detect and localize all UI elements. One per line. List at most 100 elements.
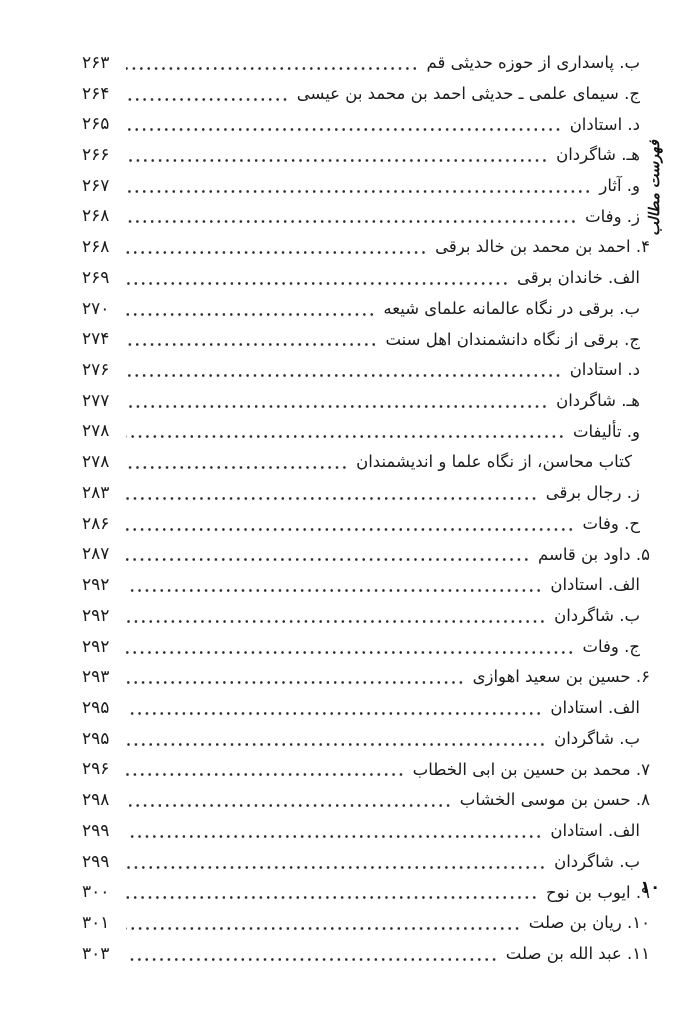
- toc-entry-title: ۱۰. ریان بن صلت: [528, 913, 650, 933]
- toc-entry: ج. وفات ۲۹۲: [82, 632, 650, 663]
- toc-entry-title: و. آثار: [599, 175, 640, 195]
- toc-entry-page-number: ۲۹۲: [82, 605, 110, 626]
- dotted-leader: [126, 619, 547, 623]
- toc-entry: کتاب محاسن، از نگاه علما و اندیشمندان ۲۷…: [82, 447, 650, 478]
- toc-entry-title: د. استادان: [569, 360, 640, 380]
- dotted-leader: [126, 404, 549, 408]
- toc-entry-page-number: ۲۶۸: [82, 237, 110, 258]
- toc-entry-title: ب. شاگردان: [554, 728, 640, 748]
- dotted-leader: [126, 97, 289, 101]
- toc-entry-title: ج. برقی از نگاه دانشمندان اهل سنت: [385, 329, 640, 349]
- dotted-leader: [126, 343, 378, 347]
- toc-entry: ۵. داود بن قاسم ۲۸۷: [82, 540, 650, 571]
- toc-entry-page-number: ۲۶۶: [82, 145, 110, 166]
- dotted-leader: [126, 681, 465, 685]
- toc-entry-page-number: ۲۶۴: [82, 83, 110, 104]
- toc-entry: ب. شاگردان ۲۹۹: [82, 847, 650, 878]
- dotted-leader: [126, 466, 349, 470]
- toc-entry-page-number: ۲۹۲: [82, 575, 110, 596]
- toc-entry-title: ز. وفات: [585, 206, 640, 226]
- dotted-leader: [126, 896, 538, 900]
- toc-entry-page-number: ۲۹۵: [82, 728, 110, 749]
- toc-entry-title: و. تألیفات: [573, 421, 640, 441]
- dotted-leader: [126, 312, 376, 316]
- toc-entry: الف. استادان ۲۹۵: [82, 693, 650, 724]
- toc-entry: ۴. احمد بن محمد بن خالد برقی ۲۶۸: [82, 232, 650, 263]
- dotted-leader: [126, 281, 510, 285]
- toc-entry-page-number: ۲۷۴: [82, 329, 110, 350]
- toc-entry-title: ز. رجال برقی: [545, 483, 640, 503]
- toc-entry-title: ۸. حسن بن موسی الخشاب: [459, 790, 650, 810]
- dotted-leader: [126, 834, 543, 838]
- dotted-leader: [126, 558, 531, 562]
- toc-entry-page-number: ۲۷۶: [82, 360, 110, 381]
- toc-entry: ۱۱. عبد الله بن صلت ۳۰۳: [82, 939, 650, 970]
- toc-entry: ب. برقی در نگاه عالمانه علمای شیعه ۲۷۰: [82, 294, 650, 325]
- toc-entry-page-number: ۳۰۰: [82, 882, 110, 903]
- toc-entry-title: الف. استادان: [550, 575, 640, 595]
- dotted-leader: [126, 711, 543, 715]
- toc-entry-title: ب. شاگردان: [554, 851, 640, 871]
- toc-entry: ج. برقی از نگاه دانشمندان اهل سنت ۲۷۴: [82, 324, 650, 355]
- dotted-leader: [126, 804, 452, 808]
- toc-entry: ۹. ایوب بن نوح ۳۰۰: [82, 877, 650, 908]
- toc-entry: د. استادان ۲۷۶: [82, 355, 650, 386]
- toc-entry-page-number: ۲۶۷: [82, 175, 110, 196]
- toc-entry-page-number: ۲۹۸: [82, 790, 110, 811]
- toc-entry-title: الف. استادان: [550, 698, 640, 718]
- toc-entry-title: ح. وفات: [582, 513, 640, 533]
- toc-entry: د. استادان ۲۶۵: [82, 109, 650, 140]
- toc-entry: ح. وفات ۲۸۶: [82, 509, 650, 540]
- toc-entry: الف. استادان ۲۹۹: [82, 816, 650, 847]
- dotted-leader: [126, 374, 562, 378]
- toc-entry: و. آثار ۲۶۷: [82, 171, 650, 202]
- dotted-leader: [126, 66, 419, 70]
- toc-entry-page-number: ۲۹۳: [82, 667, 110, 688]
- toc-entry-title: هـ. شاگردان: [556, 145, 640, 165]
- toc-entry: ۱۰. ریان بن صلت ۳۰۱: [82, 908, 650, 939]
- toc-entry-page-number: ۲۸۷: [82, 544, 110, 565]
- toc-entry-title: ج. سیمای علمی ـ حدیثی احمد بن محمد بن عی…: [296, 83, 640, 103]
- running-head-contents-label: فهرست مطالب: [647, 140, 663, 236]
- toc-entry: ب. پاسداری از حوزه حدیثی قم ۲۶۳: [82, 48, 650, 79]
- toc-entry: ب. شاگردان ۲۹۲: [82, 601, 650, 632]
- toc-entry-title: الف. استادان: [550, 821, 640, 841]
- dotted-leader: [126, 189, 592, 193]
- toc-entry-title: د. استادان: [569, 114, 640, 134]
- toc-entry: ج. سیمای علمی ـ حدیثی احمد بن محمد بن عی…: [82, 79, 650, 110]
- toc-entry-page-number: ۲۶۸: [82, 206, 110, 227]
- toc-entry-title: ۵. داود بن قاسم: [538, 544, 650, 564]
- toc-entry-page-number: ۳۰۳: [82, 943, 110, 964]
- toc-entry-page-number: ۲۷۸: [82, 421, 110, 442]
- dotted-leader: [126, 251, 428, 255]
- toc-entry: ۶. حسین بن سعید اهوازی ۲۹۳: [82, 662, 650, 693]
- toc-entry: ز. رجال برقی ۲۸۳: [82, 478, 650, 509]
- dotted-leader: [126, 527, 575, 531]
- page-folio-number: ۱۰: [640, 877, 660, 896]
- dotted-leader: [126, 773, 405, 777]
- toc-entry-title: ۷. محمد بن حسین بن ابی الخطاب: [412, 759, 650, 779]
- toc-entry: هـ. شاگردان ۲۷۷: [82, 386, 650, 417]
- dotted-leader: [126, 957, 498, 961]
- toc-entry-page-number: ۲۹۵: [82, 697, 110, 718]
- toc-entry-title: ب. برقی در نگاه عالمانه علمای شیعه: [383, 298, 640, 318]
- toc-list: ب. پاسداری از حوزه حدیثی قم ۲۶۳ ج. سیمای…: [82, 48, 650, 970]
- toc-entry-title: ۴. احمد بن محمد بن خالد برقی: [435, 237, 650, 257]
- toc-entry-title: هـ. شاگردان: [556, 391, 640, 411]
- toc-entry: ۸. حسن بن موسی الخشاب ۲۹۸: [82, 785, 650, 816]
- toc-entry: و. تألیفات ۲۷۸: [82, 417, 650, 448]
- dotted-leader: [126, 865, 547, 869]
- dotted-leader: [126, 435, 565, 439]
- toc-entry-title: ب. پاسداری از حوزه حدیثی قم: [426, 53, 640, 73]
- toc-entry-page-number: ۲۶۳: [82, 52, 110, 73]
- toc-entry-page-number: ۲۹۲: [82, 636, 110, 657]
- toc-entry-page-number: ۲۶۹: [82, 267, 110, 288]
- toc-entry-title: ۶. حسین بن سعید اهوازی: [472, 667, 650, 687]
- toc-entry-page-number: ۲۷۸: [82, 452, 110, 473]
- toc-entry: ۷. محمد بن حسین بن ابی الخطاب ۲۹۶: [82, 755, 650, 786]
- dotted-leader: [126, 926, 521, 930]
- toc-entry-page-number: ۳۰۱: [82, 912, 110, 933]
- toc-entry-page-number: ۲۸۳: [82, 482, 110, 503]
- toc-entry: هـ. شاگردان ۲۶۶: [82, 140, 650, 171]
